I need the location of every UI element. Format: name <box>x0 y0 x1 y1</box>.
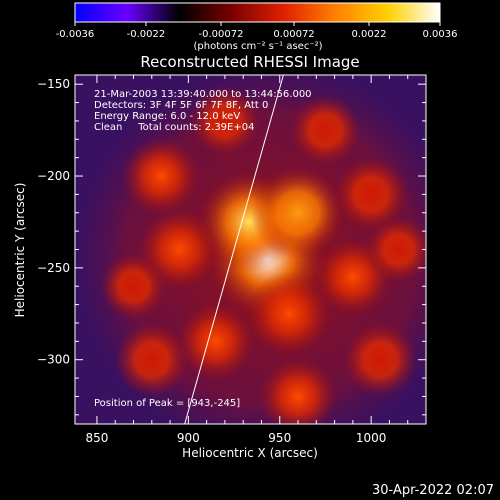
x-tick-label: 1000 <box>356 431 387 445</box>
emission-source <box>290 94 361 166</box>
x-tick-label: 850 <box>85 431 108 445</box>
annotation-detectors: Detectors: 3F 4F 5F 6F 7F 8F, Att 0 <box>94 100 268 111</box>
colorbar-tick-label: -0.0036 <box>56 29 95 40</box>
plot-area <box>75 75 426 424</box>
emission-source <box>343 322 418 397</box>
colorbar-tick-label: -0.0022 <box>127 29 166 40</box>
emission-source <box>189 85 261 157</box>
x-tick-label: 900 <box>177 431 200 445</box>
chart-title: Reconstructed RHESSI Image <box>140 53 359 71</box>
solar-limb-line <box>184 75 284 424</box>
annotation-energy: Energy Range: 6.0 - 12.0 keV <box>94 111 240 122</box>
timestamp: 30-Apr-2022 02:07 <box>372 483 494 498</box>
x-axis-label: Heliocentric X (arcsec) <box>182 446 318 460</box>
annotation-clean-counts: Clean Total counts: 2.39E+04 <box>94 122 254 133</box>
colorbar-ticks: -0.0036 -0.0022 -0.00072 0.00072 0.0022 0.003… <box>56 22 458 40</box>
colorbar-tick-label: -0.00072 <box>199 29 244 40</box>
heatmap-sources <box>80 75 426 424</box>
colorbar-tick-label: 0.0036 <box>423 29 458 40</box>
emission-source <box>245 270 332 357</box>
colorbar-unit-label: (photons cm⁻² s⁻¹ asec⁻²) <box>193 41 322 52</box>
emission-source <box>333 157 409 232</box>
y-tick-label: −300 <box>37 353 70 367</box>
x-tick-label: 950 <box>268 431 291 445</box>
y-tick-label: −250 <box>37 261 70 275</box>
emission-source <box>100 252 167 320</box>
peak-position-label: Position of Peak = [943,-245] <box>94 398 240 409</box>
emission-source <box>176 302 255 381</box>
emission-source <box>114 322 189 397</box>
emission-source <box>121 136 201 216</box>
y-tick-label: −200 <box>37 169 70 183</box>
colorbar-tick-label: 0.00072 <box>273 29 314 40</box>
y-tick-label: −150 <box>37 77 70 91</box>
emission-source <box>251 166 345 260</box>
axis-ticks: 850 900 950 1000 −150 −200 −250 −300 <box>37 75 426 445</box>
annotation-time: 21-Mar-2003 13:39:40.000 to 13:44:56.000 <box>94 89 312 100</box>
emission-source <box>365 216 426 283</box>
colorbar-tick-label: 0.0022 <box>352 29 387 40</box>
y-axis-label: Heliocentric Y (arcsec) <box>13 183 27 318</box>
colorbar <box>74 2 441 23</box>
emission-source <box>258 357 338 424</box>
